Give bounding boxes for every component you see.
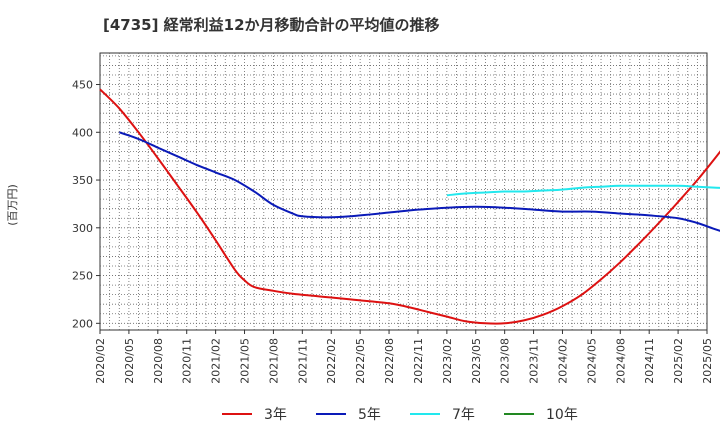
x-tick-label: 2022/05 xyxy=(354,338,367,384)
legend-label-1: 3年 xyxy=(264,407,287,423)
series-line-1 xyxy=(99,88,720,325)
legend-label-4: 10年 xyxy=(546,407,578,423)
y-tick-label: 400 xyxy=(72,126,93,139)
x-tick-label: 2023/05 xyxy=(470,338,483,384)
x-tick-label: 2021/11 xyxy=(296,338,309,384)
x-tick-label: 2024/05 xyxy=(585,338,598,384)
series-lines xyxy=(99,88,720,325)
series-line-3 xyxy=(446,184,720,197)
x-tick-label: 2022/11 xyxy=(412,338,425,384)
legend-label-3: 7年 xyxy=(452,407,475,423)
x-tick-label: 2022/08 xyxy=(383,338,396,384)
x-tick-label: 2021/02 xyxy=(210,338,223,384)
chart-title: [4735] 経常利益12か月移動合計の平均値の推移 xyxy=(103,16,440,34)
x-tick-label: 2024/08 xyxy=(614,338,627,384)
x-tick-label: 2022/02 xyxy=(325,338,338,384)
x-tick-label: 2021/08 xyxy=(267,338,280,384)
x-tick-label: 2025/02 xyxy=(672,338,685,384)
x-tick-label: 2023/02 xyxy=(441,338,454,384)
x-tick-label: 2024/11 xyxy=(643,338,656,384)
x-tick-label: 2020/05 xyxy=(123,338,136,384)
x-tick-label: 2023/08 xyxy=(499,338,512,384)
x-axis: 2020/02 2020/05 2020/08 2020/11 2021/02 2021/… xyxy=(94,330,714,384)
x-tick-label: 2020/02 xyxy=(94,338,107,384)
legend-label-2: 5年 xyxy=(358,407,381,423)
x-tick-label: 2020/11 xyxy=(181,338,194,384)
y-axis: 200 250 300 350 400 450 xyxy=(72,79,100,330)
x-tick-label: 2020/08 xyxy=(152,338,165,384)
y-axis-label: (百万円) xyxy=(6,184,19,226)
x-tick-label: 2023/11 xyxy=(528,338,541,384)
series-line-2 xyxy=(118,131,720,232)
legend: 3年 5年 7年 10年 xyxy=(222,407,578,423)
x-tick-label: 2025/05 xyxy=(701,338,714,384)
y-tick-label: 350 xyxy=(72,174,93,187)
x-tick-label: 2024/02 xyxy=(556,338,569,384)
y-tick-label: 450 xyxy=(72,79,93,92)
y-tick-label: 200 xyxy=(72,317,93,330)
x-tick-label: 2021/05 xyxy=(239,338,252,384)
y-tick-label: 250 xyxy=(72,270,93,283)
plot-area xyxy=(99,52,708,331)
y-tick-label: 300 xyxy=(72,222,93,235)
